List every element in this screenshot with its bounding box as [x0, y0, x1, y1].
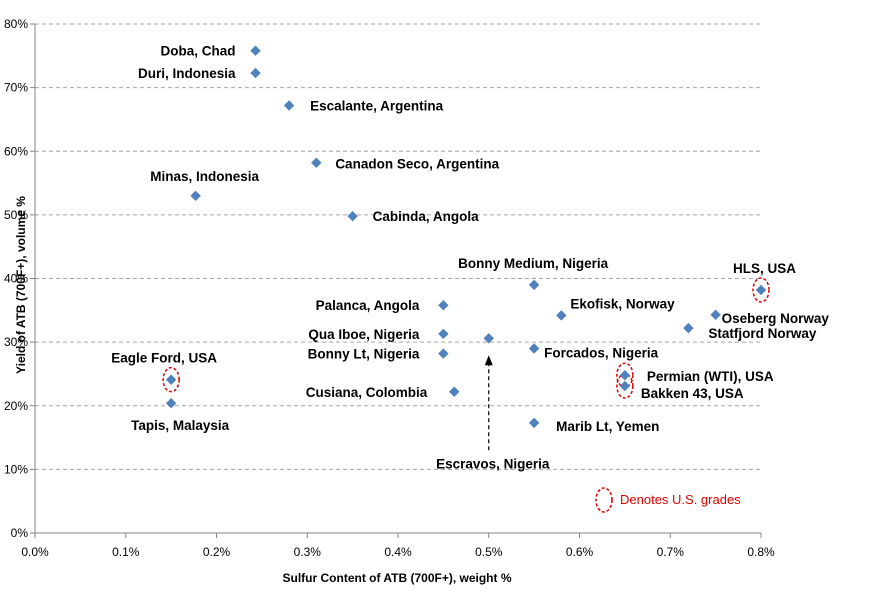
data-point	[755, 284, 767, 296]
x-tick-labels: 0.0% 0.1% 0.2% 0.3% 0.4% 0.5% 0.6% 0.7% 0.8%	[21, 545, 775, 559]
point-label: Statfjord Norway	[708, 326, 817, 341]
data-point	[528, 417, 540, 429]
x-tick-label: 0.4%	[384, 545, 412, 559]
us-grade-ellipse	[162, 366, 180, 393]
x-tick-label: 0.8%	[747, 545, 775, 559]
data-point	[347, 210, 358, 222]
data-point	[528, 343, 540, 354]
point-label: Permian (WTI), USA	[647, 369, 774, 384]
data-point	[683, 322, 694, 334]
x-tick-label: 0.1%	[112, 545, 140, 559]
point-label: Tapis, Malaysia	[131, 418, 230, 433]
data-point	[710, 309, 721, 320]
point-label: Qua Iboe, Nigeria	[308, 327, 420, 342]
gridlines	[35, 23, 761, 470]
data-point	[619, 380, 631, 392]
x-tick-label: 0.2%	[203, 545, 231, 559]
point-label: Minas, Indonesia	[150, 169, 259, 184]
x-tick-label: 0.0%	[21, 545, 49, 559]
point-label: Cusiana, Colombia	[306, 385, 428, 400]
data-point	[449, 386, 460, 397]
point-label: Escravos, Nigeria	[436, 456, 550, 471]
data-point	[283, 100, 295, 111]
data-point	[438, 328, 449, 340]
data-point	[438, 300, 449, 311]
y-tick-label: 80%	[4, 17, 28, 31]
data-points	[165, 45, 767, 429]
y-axis-title: Yield of ATB (700F+), volume %	[14, 196, 28, 374]
y-tick-label: 60%	[4, 144, 28, 158]
y-tick-labels: 0% 10% 20% 30% 40% 50% 60% 70% 80%	[4, 17, 28, 540]
data-point	[438, 348, 449, 359]
y-tick-label: 70%	[4, 81, 28, 95]
y-tick-label: 30%	[4, 335, 28, 349]
point-label: Palanca, Angola	[316, 298, 420, 313]
point-label: HLS, USA	[733, 261, 796, 276]
data-point	[250, 45, 261, 56]
point-label: Oseberg Norway	[722, 311, 830, 326]
data-point	[619, 370, 631, 381]
point-label: Bonny Medium, Nigeria	[458, 256, 609, 271]
us-grade-ellipse	[752, 277, 770, 303]
point-label: Bonny Lt, Nigeria	[308, 347, 420, 362]
point-label: Ekofisk, Norway	[570, 296, 675, 311]
point-label: Marib Lt, Yemen	[556, 419, 659, 434]
point-label: Canadon Seco, Argentina	[335, 157, 499, 172]
legend-us-marker	[595, 487, 613, 513]
data-point	[250, 67, 261, 79]
y-tick-label: 50%	[4, 208, 28, 222]
point-label: Forcados, Nigeria	[544, 345, 659, 360]
data-point	[528, 279, 540, 291]
data-point	[190, 190, 201, 201]
point-labels: Doba, Chad Duri, Indonesia Escalante, Arge…	[111, 44, 829, 472]
x-tick-label: 0.5%	[475, 545, 503, 559]
point-label: Doba, Chad	[161, 44, 236, 59]
x-tick-label: 0.6%	[566, 545, 594, 559]
x-tick-label: 0.7%	[657, 545, 685, 559]
x-axis-title: Sulfur Content of ATB (700F+), weight %	[283, 571, 512, 585]
y-tick-label: 40%	[4, 272, 28, 286]
legend: Denotes U.S. grades	[595, 487, 741, 513]
axes	[30, 23, 762, 538]
y-tick-label: 20%	[4, 399, 28, 413]
x-tick-label: 0.3%	[294, 545, 322, 559]
point-label: Bakken 43, USA	[641, 386, 744, 401]
legend-note: Denotes U.S. grades	[620, 492, 741, 507]
data-point	[483, 333, 494, 344]
data-point	[165, 398, 177, 409]
y-tick-label: 10%	[4, 462, 28, 476]
data-point	[556, 310, 567, 321]
point-label: Eagle Ford, USA	[111, 351, 217, 366]
arrow-head	[484, 355, 493, 366]
data-point	[165, 374, 177, 385]
data-point	[311, 157, 322, 168]
y-tick-label: 0%	[11, 526, 29, 540]
point-label: Escalante, Argentina	[310, 98, 444, 113]
point-label: Duri, Indonesia	[138, 66, 236, 81]
escravos-arrow	[484, 355, 493, 451]
point-label: Cabinda, Angola	[373, 209, 479, 224]
